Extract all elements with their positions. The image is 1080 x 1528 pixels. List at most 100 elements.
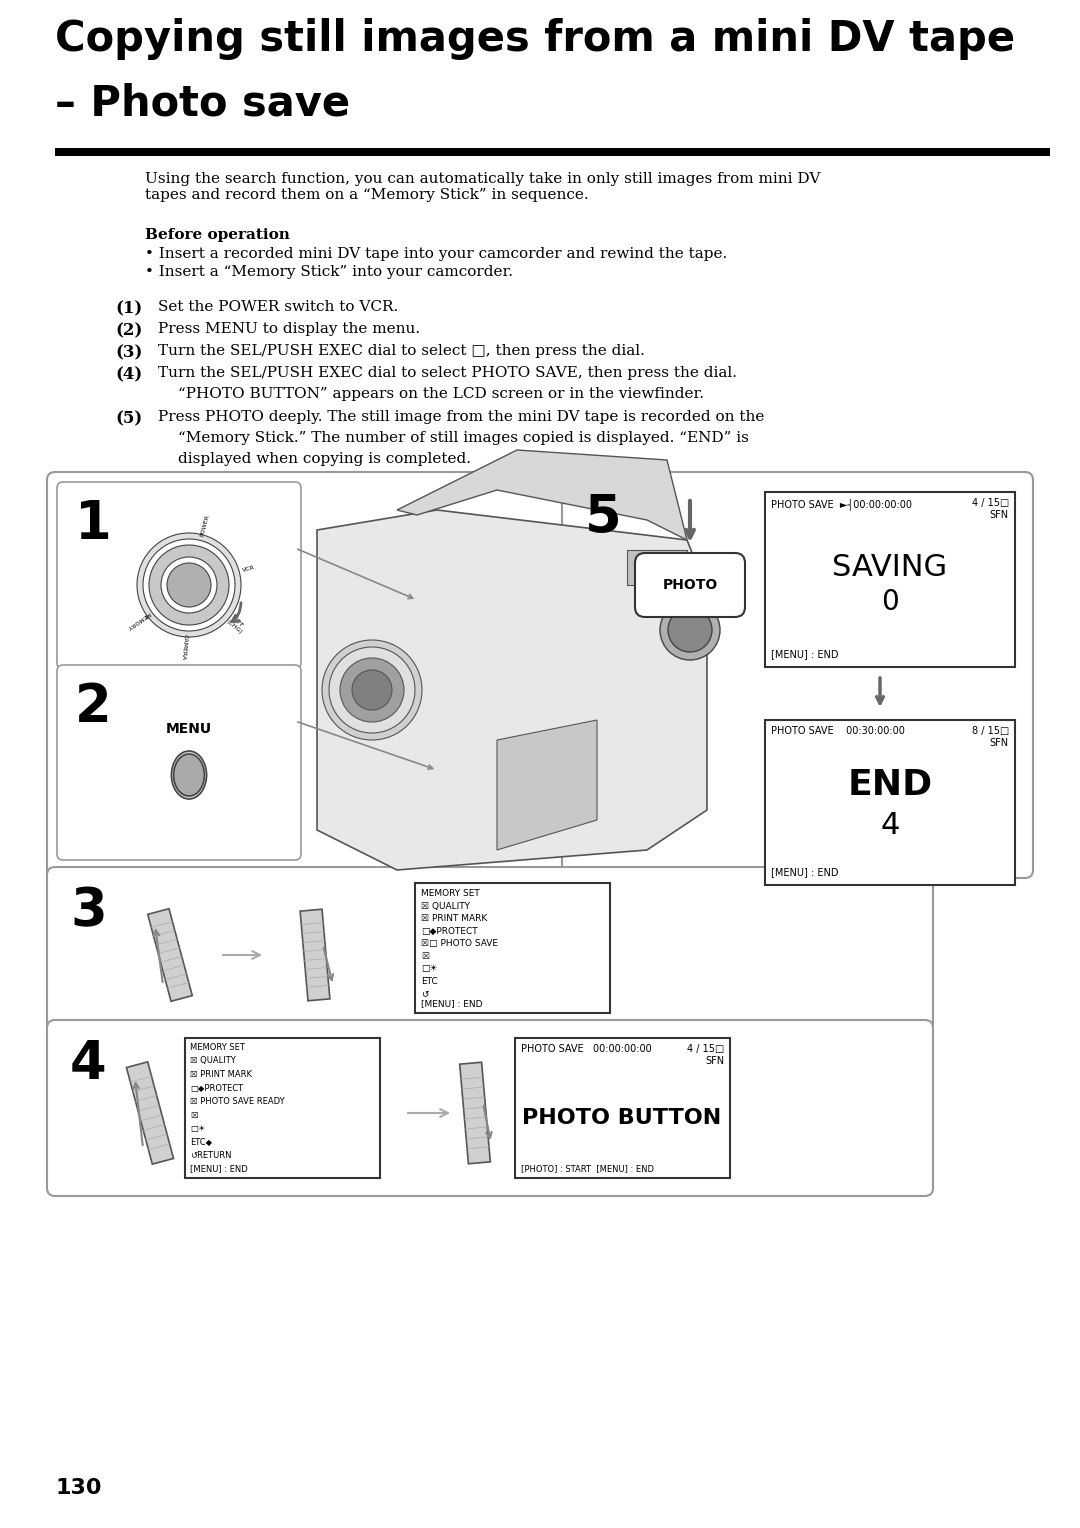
Text: 4 / 15□: 4 / 15□ [687, 1044, 724, 1054]
Circle shape [322, 640, 422, 740]
Text: CAMERA: CAMERA [180, 634, 187, 660]
Circle shape [340, 659, 404, 723]
Text: (3): (3) [114, 344, 143, 361]
Text: ☒ PRINT MARK: ☒ PRINT MARK [190, 1070, 252, 1079]
Text: [PHOTO] : START  [MENU] : END: [PHOTO] : START [MENU] : END [521, 1164, 654, 1174]
Text: – Photo save: – Photo save [55, 83, 350, 124]
Text: [MENU] : END: [MENU] : END [421, 999, 483, 1008]
Text: □◆PROTECT: □◆PROTECT [421, 926, 477, 935]
Text: ↺RETURN: ↺RETURN [190, 1151, 231, 1160]
Circle shape [352, 669, 392, 711]
Text: SFN: SFN [990, 738, 1009, 749]
Circle shape [161, 558, 217, 613]
Circle shape [669, 608, 712, 652]
Text: [MENU] : END: [MENU] : END [771, 866, 838, 877]
Text: ETC: ETC [421, 976, 437, 986]
Text: PHOTO SAVE  ►┤00:00:00:00: PHOTO SAVE ►┤00:00:00:00 [771, 498, 912, 510]
Text: [MENU] : END: [MENU] : END [771, 649, 838, 659]
Text: [MENU] : END: [MENU] : END [190, 1164, 247, 1174]
Text: “Memory Stick.” The number of still images copied is displayed. “END” is: “Memory Stick.” The number of still imag… [178, 431, 748, 445]
Text: Before operation: Before operation [145, 228, 289, 241]
Text: MEMORY: MEMORY [125, 611, 151, 631]
FancyBboxPatch shape [48, 1021, 933, 1196]
Polygon shape [318, 510, 707, 869]
Text: □◆PROTECT: □◆PROTECT [190, 1083, 243, 1093]
Circle shape [137, 533, 241, 637]
Text: 130: 130 [55, 1478, 102, 1497]
Text: ☒: ☒ [421, 952, 429, 961]
Text: MENU: MENU [166, 723, 212, 736]
Text: 8 / 15□: 8 / 15□ [972, 726, 1009, 736]
Bar [627, 550, 687, 585]
Text: END: END [848, 769, 932, 802]
Text: “PHOTO BUTTON” appears on the LCD screen or in the viewfinder.: “PHOTO BUTTON” appears on the LCD screen… [178, 387, 704, 400]
Text: ETC◆: ETC◆ [190, 1137, 212, 1146]
FancyBboxPatch shape [635, 553, 745, 617]
Polygon shape [126, 1062, 174, 1164]
Circle shape [143, 539, 235, 631]
Text: Copying still images from a mini DV tape: Copying still images from a mini DV tape [55, 18, 1015, 60]
Text: SFN: SFN [705, 1056, 724, 1067]
Text: 4 / 15□: 4 / 15□ [972, 498, 1009, 507]
Polygon shape [148, 909, 192, 1001]
Bar [515, 1038, 730, 1178]
Polygon shape [397, 451, 687, 539]
Text: PHOTO: PHOTO [662, 578, 717, 591]
Text: ☒: ☒ [190, 1111, 198, 1120]
Text: SFN: SFN [990, 510, 1009, 520]
Text: • Insert a recorded mini DV tape into your camcorder and rewind the tape.: • Insert a recorded mini DV tape into yo… [145, 248, 727, 261]
Text: 4: 4 [880, 810, 900, 839]
Bar [55, 148, 1050, 156]
Text: OFF
(CHG): OFF (CHG) [226, 614, 247, 636]
FancyBboxPatch shape [48, 472, 568, 879]
Text: Using the search function, you can automatically take in only still images from : Using the search function, you can autom… [145, 173, 821, 202]
FancyBboxPatch shape [48, 866, 933, 1031]
Text: ↺: ↺ [421, 989, 429, 998]
Text: MEMORY SET: MEMORY SET [421, 889, 480, 898]
Text: PHOTO BUTTON: PHOTO BUTTON [523, 1108, 721, 1128]
Ellipse shape [172, 750, 206, 799]
Text: Turn the SEL/PUSH EXEC dial to select □, then press the dial.: Turn the SEL/PUSH EXEC dial to select □,… [158, 344, 645, 358]
Text: Set the POWER switch to VCR.: Set the POWER switch to VCR. [158, 299, 399, 313]
Text: ☒□ PHOTO SAVE: ☒□ PHOTO SAVE [421, 940, 498, 947]
FancyBboxPatch shape [57, 481, 301, 669]
Circle shape [660, 601, 720, 660]
Text: □☀: □☀ [421, 964, 437, 973]
Text: ☒ QUALITY: ☒ QUALITY [190, 1056, 235, 1065]
Text: PHOTO SAVE   00:00:00:00: PHOTO SAVE 00:00:00:00 [521, 1044, 651, 1054]
Text: 5: 5 [585, 492, 622, 544]
Text: □☀: □☀ [190, 1125, 205, 1132]
Text: 3: 3 [70, 885, 107, 937]
Polygon shape [460, 1062, 490, 1164]
Circle shape [167, 562, 211, 607]
Text: Turn the SEL/PUSH EXEC dial to select PHOTO SAVE, then press the dial.: Turn the SEL/PUSH EXEC dial to select PH… [158, 367, 737, 380]
Polygon shape [300, 909, 329, 1001]
Ellipse shape [174, 753, 204, 796]
Text: 1: 1 [75, 498, 111, 550]
Text: Press PHOTO deeply. The still image from the mini DV tape is recorded on the: Press PHOTO deeply. The still image from… [158, 410, 765, 423]
Text: MEMORY SET: MEMORY SET [190, 1044, 245, 1051]
Text: Press MENU to display the menu.: Press MENU to display the menu. [158, 322, 420, 336]
Bar [0, 0, 1080, 154]
FancyBboxPatch shape [562, 472, 1032, 879]
Circle shape [329, 646, 415, 733]
Bar [765, 492, 1015, 668]
Text: displayed when copying is completed.: displayed when copying is completed. [178, 452, 471, 466]
FancyBboxPatch shape [57, 665, 301, 860]
Bar [185, 1038, 380, 1178]
Text: (1): (1) [114, 299, 143, 316]
Circle shape [149, 545, 229, 625]
Text: VCR: VCR [242, 565, 256, 573]
Text: ☒ PHOTO SAVE READY: ☒ PHOTO SAVE READY [190, 1097, 285, 1106]
Text: (2): (2) [114, 322, 143, 339]
Text: 4: 4 [70, 1038, 107, 1089]
Text: PHOTO SAVE    00:30:00:00: PHOTO SAVE 00:30:00:00 [771, 726, 905, 736]
Text: • Insert a “Memory Stick” into your camcorder.: • Insert a “Memory Stick” into your camc… [145, 264, 513, 280]
Polygon shape [497, 720, 597, 850]
Text: ☒ PRINT MARK: ☒ PRINT MARK [421, 914, 487, 923]
Text: POWER: POWER [200, 513, 211, 536]
Bar [765, 720, 1015, 885]
Text: (4): (4) [114, 367, 143, 384]
Text: SAVING: SAVING [833, 553, 947, 582]
Bar [415, 883, 610, 1013]
